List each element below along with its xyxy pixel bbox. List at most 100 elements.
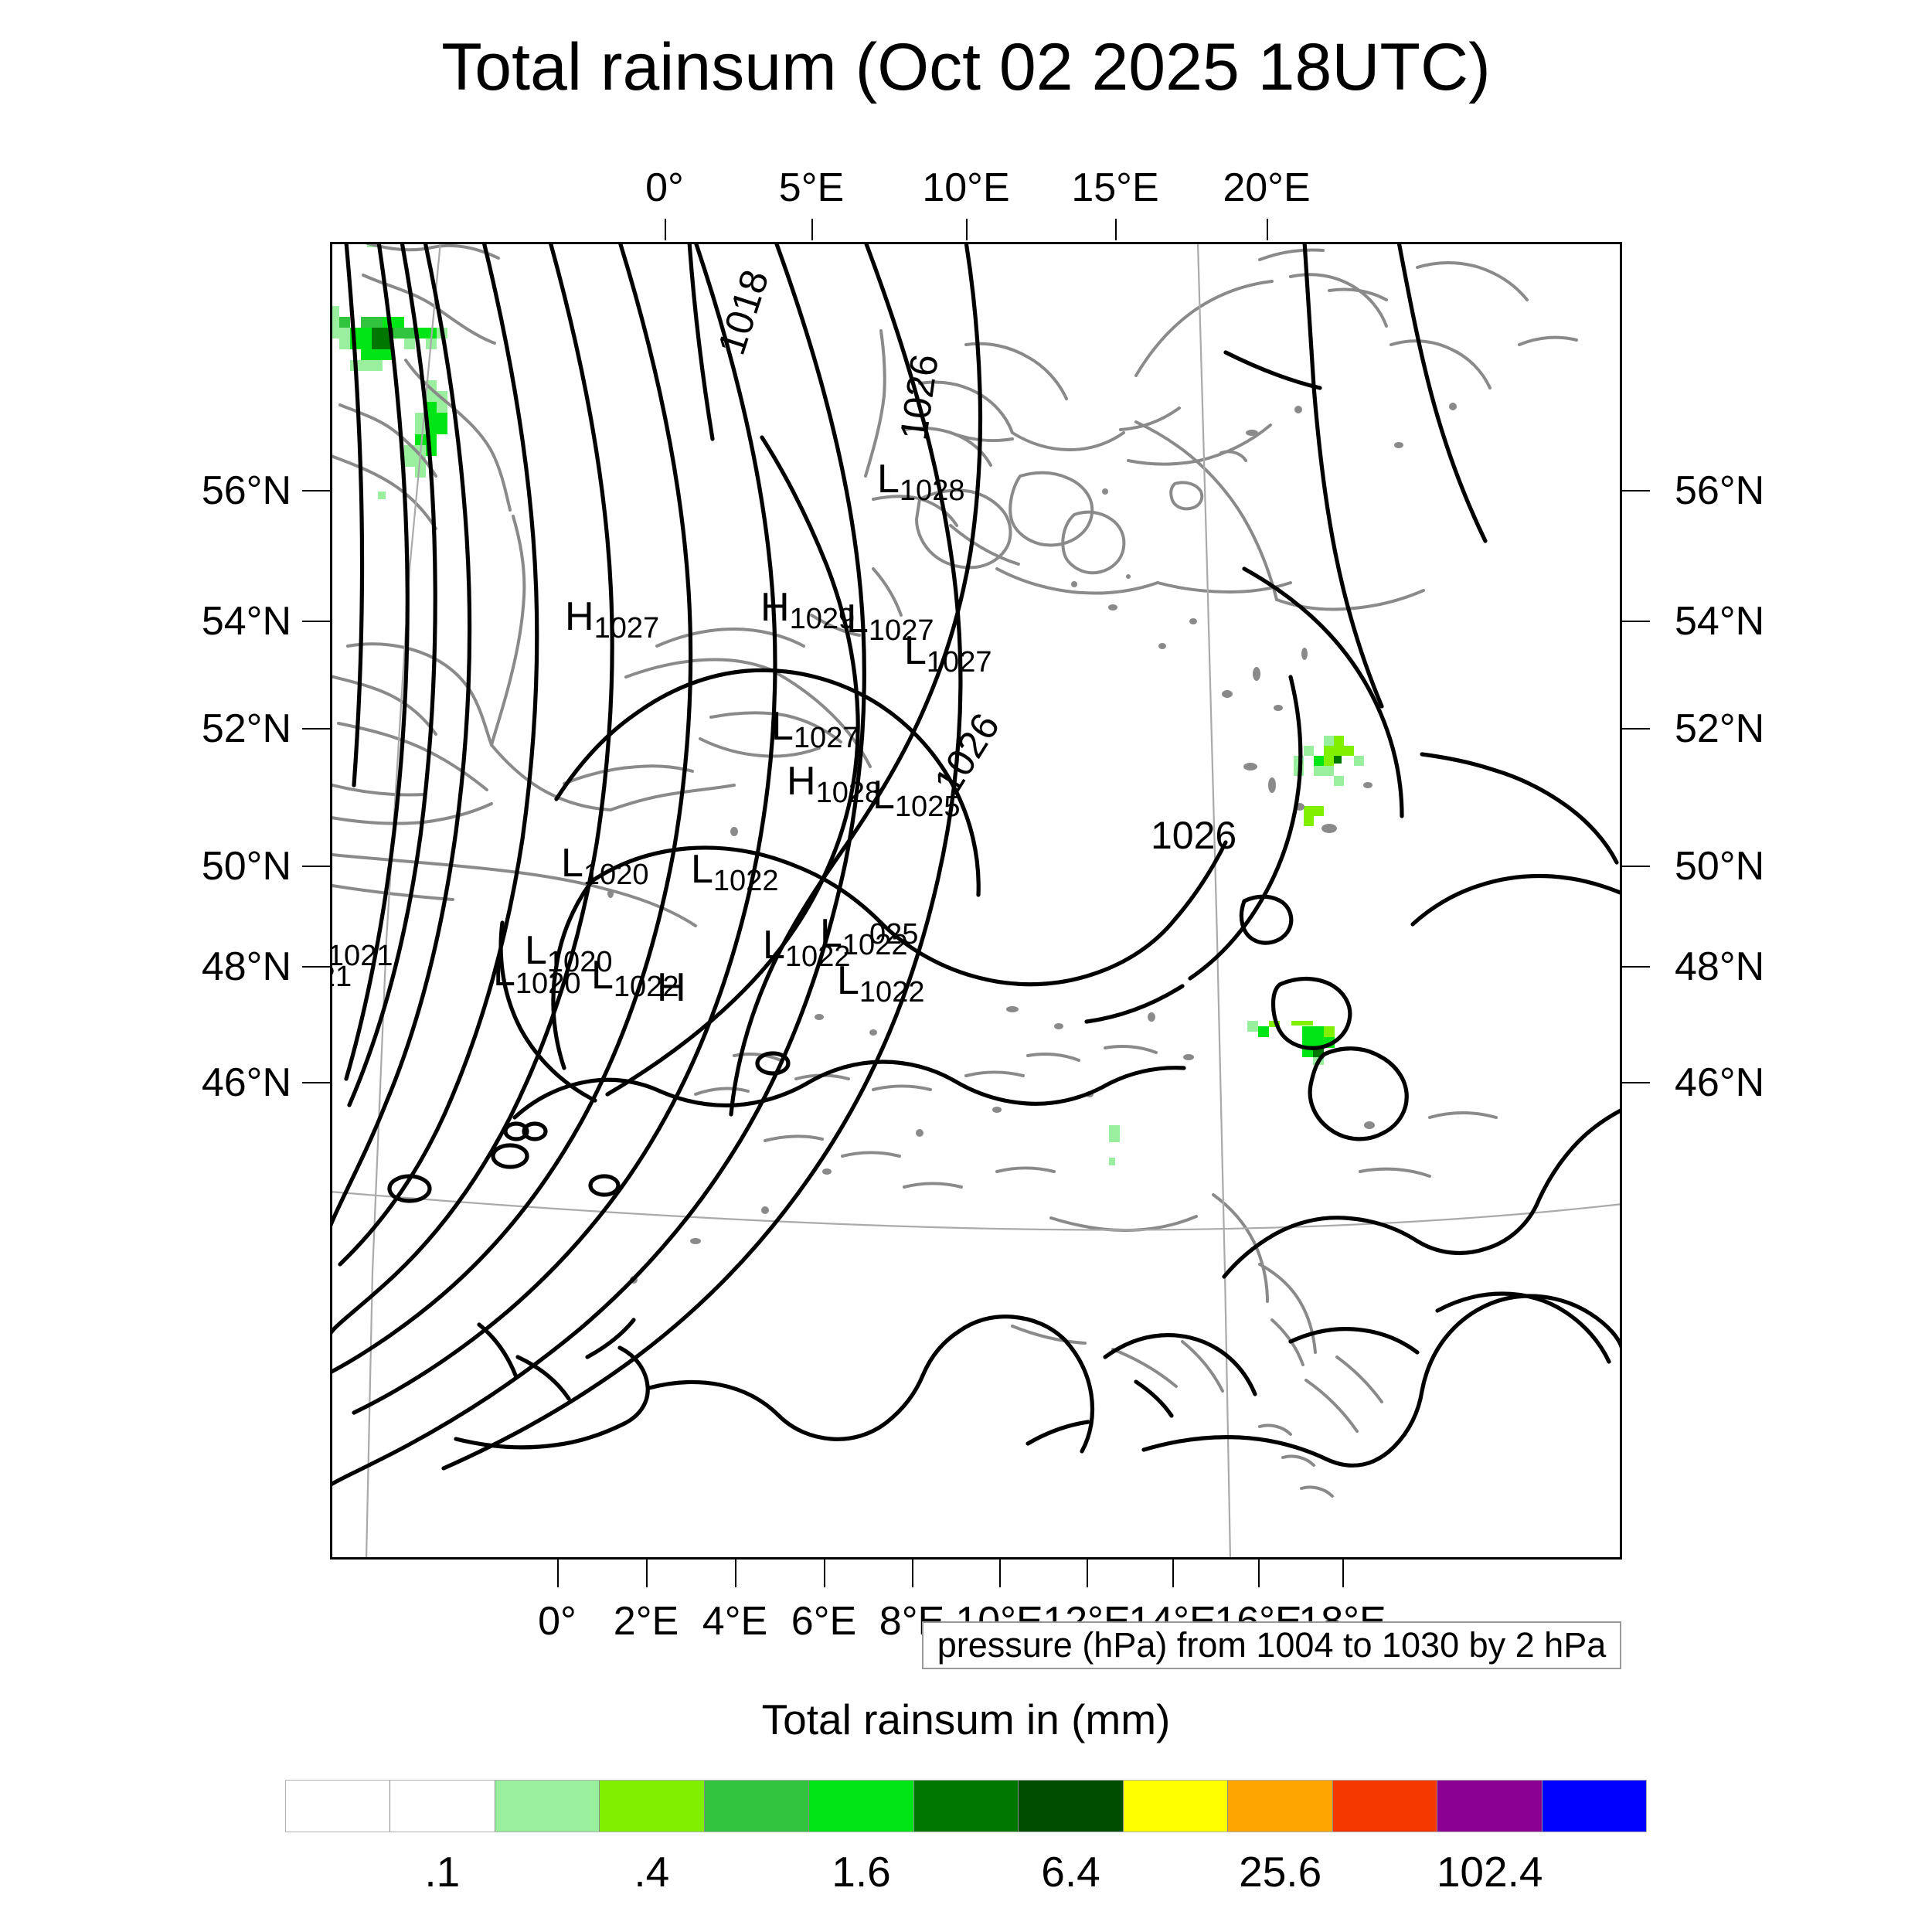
lat-right-tick (1622, 621, 1650, 622)
pressure-center-L: L1022 (591, 952, 679, 1003)
colorbar-segment-darkest-green[interactable] (1019, 1781, 1124, 1832)
colorbar-segment-medium-green[interactable] (704, 1781, 810, 1832)
lon-top-label: 15°E (1071, 165, 1159, 210)
colorbar-segment-yellow[interactable] (1123, 1781, 1229, 1832)
lon-bottom-tick (824, 1560, 825, 1587)
lat-right-tick (1622, 728, 1650, 730)
colorbar-ticklabels: .1 .4 1.6 6.4 25.6 102.4 (285, 1847, 1647, 1909)
lon-bottom-tick (912, 1560, 913, 1587)
lat-left-label: 46°N (201, 1060, 291, 1105)
pressure-center-kind: L (561, 841, 583, 886)
pressure-center-value: 1028 (815, 777, 882, 809)
pressure-center-kind: L (904, 628, 927, 673)
colorbar-segment-light-green[interactable] (495, 1781, 600, 1832)
lon-top-label: 0° (645, 165, 684, 210)
lat-right-tick (1622, 966, 1650, 968)
pressure-center-H: H1021 (332, 942, 352, 993)
lon-bottom-label: 4°E (702, 1599, 768, 1644)
pressure-center-value: 1022 (613, 971, 679, 1003)
pressure-center-kind: L (837, 958, 859, 1003)
pressure-center-value: 1021 (332, 961, 352, 993)
lon-bottom-tick (1258, 1560, 1260, 1587)
pressure-center-kind: H (787, 759, 816, 804)
lat-right-label: 52°N (1675, 706, 1765, 751)
lat-right-tick (1622, 1082, 1650, 1083)
lat-right-tick (1622, 866, 1650, 867)
page-title: Total rainsum (Oct 02 2025 18UTC) (441, 30, 1491, 104)
colorbar-label: 102.4 (1436, 1848, 1543, 1896)
pressure-center-L: L1020 (525, 927, 612, 978)
lon-bottom-tick (999, 1560, 1001, 1587)
colorbar-segment-bright-green[interactable] (809, 1781, 914, 1832)
lon-top-tick (665, 219, 666, 240)
lat-left-tick (302, 866, 330, 867)
pressure-center-L: L1022 (691, 846, 778, 897)
colorbar-segment-dark-green[interactable] (913, 1781, 1019, 1832)
colorbar-title: Total rainsum in (mm) (761, 1696, 1171, 1743)
pressure-center-value: 1020 (583, 859, 649, 891)
pressure-legend-text: pressure (hPa) from 1004 to 1030 by 2 hP… (937, 1625, 1607, 1665)
lat-left-label: 52°N (201, 706, 291, 751)
lon-bottom-tick (1342, 1560, 1344, 1587)
pressure-extra-label: 025 (869, 918, 918, 951)
colorbar-label: .1 (424, 1848, 461, 1896)
pressure-center-kind: L (763, 923, 785, 968)
colorbar-segment-yellow-green[interactable] (600, 1781, 705, 1832)
lon-top-tick (811, 219, 813, 240)
pressure-center-L: L1022 (763, 922, 850, 973)
lon-bottom-label: 2°E (613, 1599, 679, 1644)
lat-right-label: 56°N (1675, 468, 1765, 513)
terrain-speckles (607, 403, 1457, 1284)
lat-left-label: 50°N (201, 844, 291, 889)
pressure-center-value: 1021 (330, 940, 393, 972)
pressure-center-L: L1022 (837, 957, 924, 1009)
pressure-center-L: L1020 (561, 840, 648, 891)
pressure-center-value: 1027 (793, 722, 859, 754)
pressure-center-value: 1020 (515, 968, 581, 1000)
pressure-center-L: L1027 (904, 628, 992, 679)
pressure-center-value: 1027 (926, 646, 992, 679)
lon-top-tick (966, 219, 968, 240)
colorbar-segment-purple[interactable] (1437, 1781, 1543, 1832)
pressure-center-kind: L (771, 704, 794, 749)
pressure-center-value: 1027 (868, 614, 934, 647)
colorbar-segment-white[interactable] (390, 1781, 495, 1832)
lat-left-tick (302, 966, 330, 968)
pressure-center-kind: H (565, 594, 594, 639)
lon-axis-top: 0° 5°E 10°E 15°E 20°E (330, 165, 1622, 240)
pressure-center-value: 1022 (842, 929, 908, 961)
lon-top-tick (1267, 219, 1268, 240)
pressure-center-L: L1020 (493, 949, 580, 1000)
lat-left-tick (302, 728, 330, 730)
pressure-center-L: L1028 (877, 456, 964, 507)
pressure-center-value: 1022 (859, 976, 925, 1009)
lat-left-tick (302, 621, 330, 622)
colorbar-label: 6.4 (1041, 1848, 1100, 1896)
pressure-center-value: 1022 (713, 865, 779, 897)
lon-bottom-tick (735, 1560, 736, 1587)
colorbar-segment-blue[interactable] (1542, 1781, 1647, 1832)
colorbar-segment-red-orange[interactable] (1332, 1781, 1438, 1832)
pressure-extra-value: 025 (869, 918, 919, 951)
colorbar-segment-white[interactable] (286, 1781, 391, 1832)
pressure-center-kind: H (760, 585, 790, 630)
lat-left-label: 56°N (201, 468, 291, 513)
colorbar-segment-orange[interactable] (1228, 1781, 1333, 1832)
lat-left-tick (302, 490, 330, 492)
isobar-contours (332, 244, 1620, 1487)
lon-bottom-tick (1172, 1560, 1174, 1587)
colorbar-label: 25.6 (1239, 1848, 1322, 1896)
pressure-center-kind: L (872, 773, 895, 818)
pressure-center-H: H1029 (760, 584, 855, 635)
lon-top-label: 10°E (922, 165, 1010, 210)
pressure-center-L: L1021 (332, 921, 393, 972)
colorbar[interactable] (285, 1780, 1647, 1832)
pressure-center-value: 1020 (546, 946, 613, 978)
lat-axis-left: 56°N 54°N 52°N 50°N 48°N 46°N (175, 242, 330, 1560)
lat-right-label: 54°N (1675, 599, 1765, 644)
map-plot-area[interactable]: 1018 1026 1026 1026 H1027 H1029 L1028 L1… (330, 242, 1622, 1560)
pressure-center-L: L1027 (771, 703, 859, 754)
lat-left-tick (302, 1082, 330, 1083)
pressure-center-L: L1025 (872, 772, 960, 823)
